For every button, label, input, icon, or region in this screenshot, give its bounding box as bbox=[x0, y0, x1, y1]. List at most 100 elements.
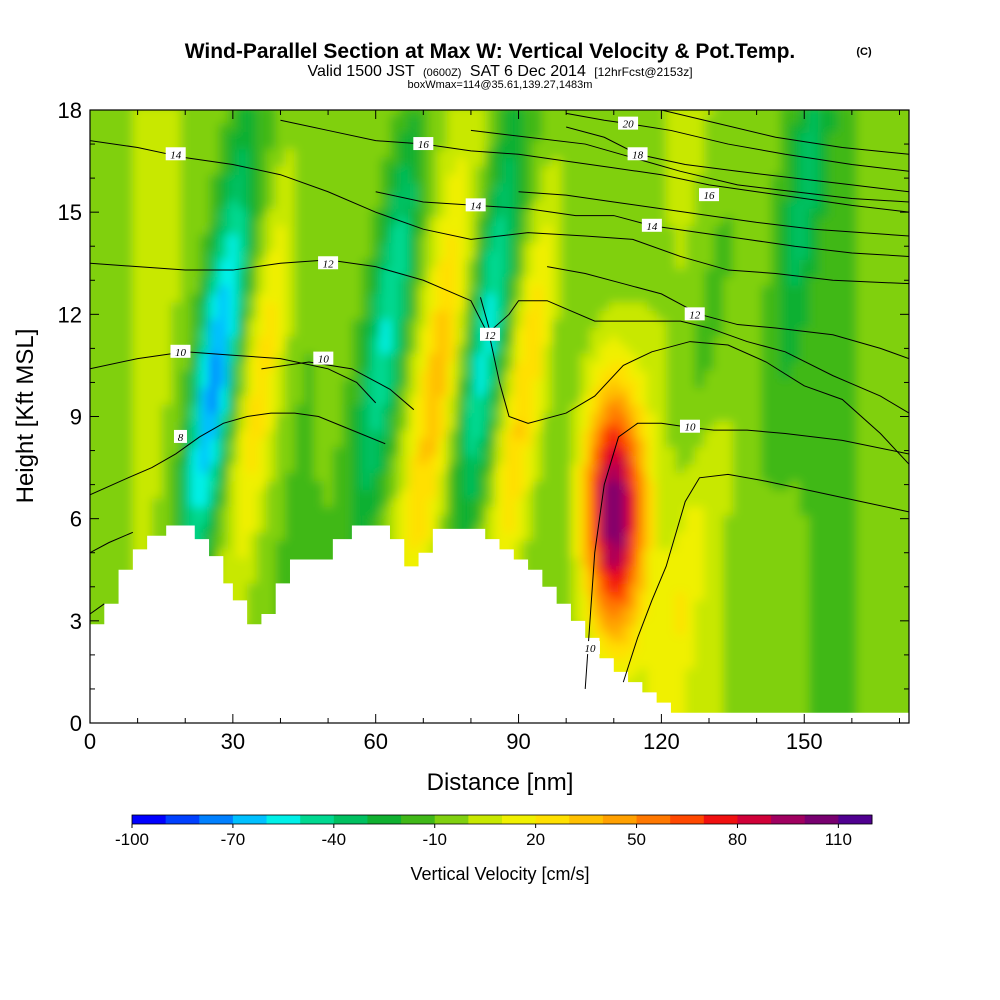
velocity-cell bbox=[170, 110, 182, 116]
velocity-cell bbox=[713, 258, 725, 269]
velocity-cell bbox=[704, 327, 715, 337]
velocity-cell bbox=[732, 701, 744, 712]
velocity-cell bbox=[237, 565, 249, 576]
velocity-cell bbox=[180, 420, 191, 431]
velocity-cell bbox=[132, 258, 144, 269]
velocity-cell bbox=[456, 318, 468, 329]
velocity-cell bbox=[704, 224, 715, 235]
velocity-cell bbox=[218, 488, 230, 499]
velocity-cell bbox=[266, 156, 277, 167]
velocity-cell bbox=[647, 335, 658, 346]
velocity-cell bbox=[685, 139, 696, 150]
velocity-cell bbox=[313, 327, 325, 337]
velocity-cell bbox=[599, 395, 611, 405]
velocity-cell bbox=[437, 216, 449, 226]
velocity-cell bbox=[551, 250, 563, 260]
velocity-cell bbox=[694, 139, 706, 150]
velocity-cell bbox=[694, 625, 706, 635]
velocity-cell bbox=[90, 369, 96, 380]
velocity-cell bbox=[247, 216, 258, 226]
velocity-cell bbox=[504, 531, 515, 541]
velocity-cell bbox=[409, 480, 420, 490]
velocity-cell bbox=[151, 301, 163, 312]
velocity-cell bbox=[694, 642, 706, 652]
velocity-cell bbox=[237, 310, 249, 320]
velocity-cell bbox=[694, 224, 706, 235]
velocity-cell bbox=[551, 293, 563, 303]
velocity-cell bbox=[380, 318, 391, 329]
velocity-cell bbox=[170, 361, 182, 371]
velocity-cell bbox=[323, 522, 334, 533]
velocity-cell bbox=[370, 182, 382, 192]
velocity-cell bbox=[685, 412, 696, 422]
velocity-cell bbox=[713, 148, 725, 158]
velocity-cell bbox=[570, 395, 582, 405]
velocity-cell bbox=[504, 216, 515, 226]
velocity-cell bbox=[361, 403, 372, 414]
velocity-cell bbox=[485, 446, 496, 456]
velocity-cell bbox=[694, 352, 706, 363]
velocity-cell bbox=[580, 488, 591, 499]
velocity-cell bbox=[532, 190, 544, 201]
velocity-cell bbox=[90, 301, 96, 312]
velocity-cell bbox=[475, 454, 487, 465]
velocity-cell bbox=[589, 139, 601, 150]
velocity-cell bbox=[94, 522, 106, 533]
velocity-cell bbox=[294, 514, 306, 524]
velocity-cell bbox=[551, 437, 563, 448]
velocity-cell bbox=[618, 463, 630, 473]
velocity-cell bbox=[409, 522, 420, 533]
velocity-cell bbox=[104, 403, 115, 414]
velocity-cell bbox=[170, 131, 182, 141]
velocity-cell bbox=[713, 131, 725, 141]
velocity-cell bbox=[323, 131, 334, 141]
velocity-cell bbox=[580, 591, 591, 601]
velocity-cell bbox=[189, 148, 201, 158]
velocity-cell bbox=[523, 233, 534, 243]
velocity-cell bbox=[380, 267, 391, 278]
velocity-cell bbox=[666, 514, 677, 524]
velocity-cell bbox=[275, 139, 287, 150]
velocity-cell bbox=[151, 505, 163, 516]
velocity-cell bbox=[713, 497, 725, 507]
velocity-cell bbox=[294, 531, 306, 541]
velocity-cell bbox=[94, 293, 106, 303]
velocity-cell bbox=[247, 420, 258, 431]
velocity-cell bbox=[370, 114, 382, 124]
velocity-cell bbox=[609, 378, 620, 388]
velocity-cell bbox=[637, 429, 649, 439]
velocity-cell bbox=[589, 258, 601, 269]
velocity-cell bbox=[647, 650, 658, 661]
velocity-cell bbox=[656, 318, 668, 329]
velocity-cell bbox=[123, 267, 134, 278]
velocity-cell bbox=[94, 429, 106, 439]
velocity-cell bbox=[694, 258, 706, 269]
velocity-cell bbox=[228, 446, 239, 456]
velocity-cell bbox=[113, 437, 125, 448]
velocity-cell bbox=[189, 190, 201, 201]
velocity-cell bbox=[485, 148, 496, 158]
velocity-cell bbox=[247, 276, 258, 286]
velocity-cell bbox=[228, 378, 239, 388]
velocity-cell bbox=[313, 139, 325, 150]
velocity-cell bbox=[313, 216, 325, 226]
velocity-cell bbox=[275, 539, 287, 550]
velocity-cell bbox=[599, 625, 611, 635]
velocity-cell bbox=[418, 301, 430, 312]
velocity-cell bbox=[609, 633, 620, 644]
velocity-cell bbox=[599, 633, 611, 644]
velocity-cell bbox=[504, 114, 515, 124]
velocity-cell bbox=[123, 276, 134, 286]
velocity-cell bbox=[494, 122, 506, 133]
velocity-cell bbox=[513, 369, 525, 380]
velocity-cell bbox=[523, 556, 534, 567]
velocity-cell bbox=[389, 293, 401, 303]
velocity-cell bbox=[675, 591, 687, 601]
velocity-cell bbox=[694, 565, 706, 576]
velocity-cell bbox=[247, 437, 258, 448]
velocity-cell bbox=[666, 114, 677, 124]
velocity-cell bbox=[542, 420, 553, 431]
velocity-cell bbox=[485, 531, 496, 541]
velocity-cell bbox=[266, 216, 277, 226]
velocity-cell bbox=[561, 454, 572, 465]
